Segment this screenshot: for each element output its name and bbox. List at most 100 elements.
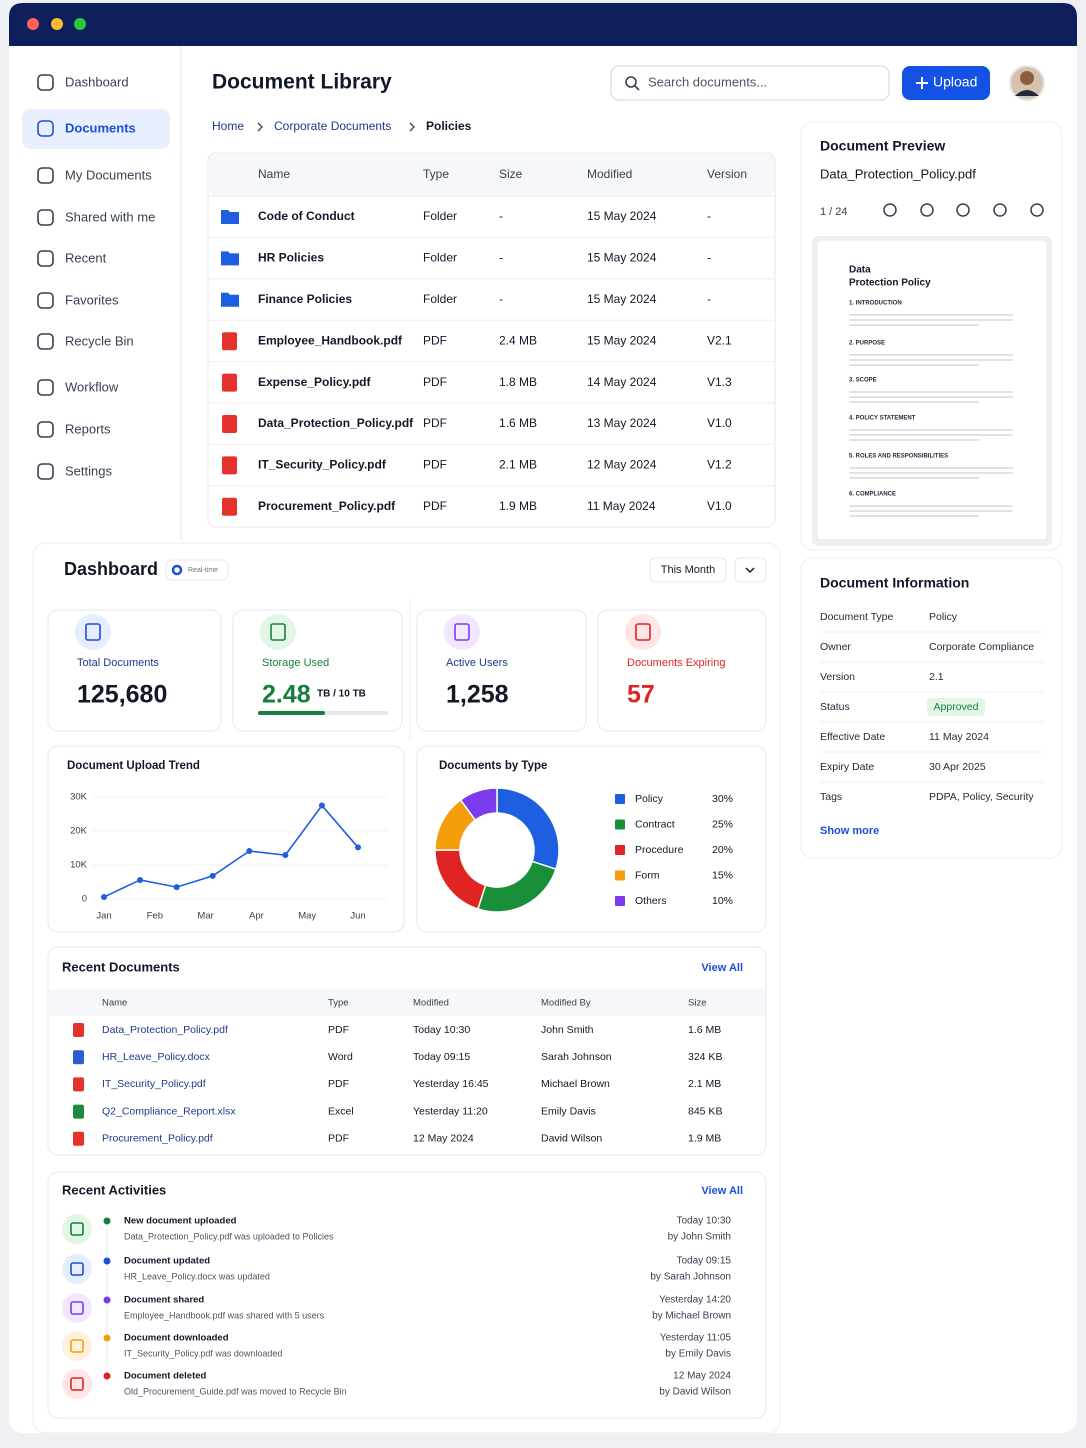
activity-icon xyxy=(70,1301,84,1315)
file-name[interactable]: IT_Security_Policy.pdf xyxy=(102,1078,206,1090)
file-name[interactable]: Q2_Compliance_Report.xlsx xyxy=(102,1105,236,1117)
activity-detail: Old_Procurement_Guide.pdf was moved to R… xyxy=(124,1386,347,1396)
status-pill xyxy=(927,698,985,716)
cell: 15 May 2024 xyxy=(587,209,657,223)
file-name[interactable]: IT_Security_Policy.pdf xyxy=(258,458,387,472)
legend-value: 30% xyxy=(712,793,733,805)
upload-button[interactable] xyxy=(902,66,990,100)
activity-icon-bg xyxy=(62,1293,92,1323)
cell: PDF xyxy=(328,1078,349,1090)
toolbar-icon[interactable] xyxy=(883,203,897,217)
legend-value: 10% xyxy=(712,895,733,907)
breadcrumb-item[interactable]: Corporate Documents xyxy=(274,119,391,133)
breadcrumb-item[interactable]: Home xyxy=(212,119,244,133)
cell: Today 10:30 xyxy=(413,1024,470,1036)
text-line xyxy=(849,401,979,403)
cell: - xyxy=(499,292,503,306)
nav-item[interactable]: Workflow xyxy=(65,379,119,394)
activity-icon xyxy=(70,1262,84,1276)
title-bar xyxy=(9,3,1077,46)
info-value: 2.1 xyxy=(929,671,944,683)
file-name[interactable]: Expense_Policy.pdf xyxy=(258,375,371,389)
file-name[interactable]: Data_Protection_Policy.pdf xyxy=(258,416,414,430)
cell: 2.4 MB xyxy=(499,333,537,347)
view-all-link[interactable]: View All xyxy=(701,1185,743,1197)
legend-label: Procedure xyxy=(635,844,684,856)
card-title: Document Preview xyxy=(820,138,945,154)
file-name[interactable]: Procurement_Policy.pdf xyxy=(102,1133,213,1145)
cell: Yesterday 16:45 xyxy=(413,1078,489,1090)
file-name[interactable]: Data_Protection_Policy.pdf xyxy=(102,1024,228,1036)
cell: Folder xyxy=(423,292,457,306)
text-line xyxy=(849,434,1013,436)
info-value: PDPA, Policy, Security xyxy=(929,791,1034,803)
cell: David Wilson xyxy=(541,1133,602,1145)
activity-detail: Employee_Handbook.pdf was shared with 5 … xyxy=(124,1310,325,1320)
cell: PDF xyxy=(423,458,447,472)
legend-swatch xyxy=(615,870,625,881)
kpi-icon-bg xyxy=(75,614,111,650)
activity-time: Yesterday 11:05 xyxy=(660,1333,732,1344)
toolbar-icon[interactable] xyxy=(993,203,1007,217)
file-name[interactable]: Procurement_Policy.pdf xyxy=(258,499,396,513)
nav-item[interactable]: Recent xyxy=(65,250,107,265)
kpi-icon xyxy=(85,623,101,641)
nav-item[interactable]: Documents xyxy=(65,120,136,135)
cell: 14 May 2024 xyxy=(587,375,657,389)
library-table xyxy=(207,152,776,528)
file-name[interactable]: HR_Leave_Policy.docx xyxy=(102,1051,211,1063)
point xyxy=(101,893,107,900)
kpi-icon-bg xyxy=(260,614,296,650)
cell: PDF xyxy=(423,375,447,389)
legend-label: Form xyxy=(635,869,660,881)
view-all-link[interactable]: View All xyxy=(701,962,743,974)
point xyxy=(355,844,361,851)
period-select[interactable] xyxy=(649,557,727,583)
activity-user: by Michael Brown xyxy=(652,1311,731,1322)
file-name[interactable]: HR Policies xyxy=(258,251,324,265)
window-zoom xyxy=(74,18,86,30)
file-name[interactable]: Employee_Handbook.pdf xyxy=(258,333,403,347)
timeline-dot xyxy=(103,1296,111,1304)
doc-heading: Data xyxy=(849,265,871,276)
kpi-value: 125,680 xyxy=(77,681,167,709)
x-tick-label: Jan xyxy=(96,911,111,922)
cell: 1.8 MB xyxy=(499,375,537,389)
nav-item[interactable]: Favorites xyxy=(65,292,119,307)
file-name[interactable]: Finance Policies xyxy=(258,292,352,306)
toolbar-icon[interactable] xyxy=(920,203,934,217)
kpi-card xyxy=(47,609,222,732)
show-more-link[interactable]: Show more xyxy=(820,825,879,837)
doc-section: 4. POLICY STATEMENT xyxy=(849,416,916,422)
preview-file: Data_Protection_Policy.pdf xyxy=(820,166,976,181)
pdf-icon xyxy=(222,332,237,351)
text-line xyxy=(849,364,979,366)
badge-dot xyxy=(171,564,183,576)
kpi-card xyxy=(416,609,587,732)
toolbar-icon[interactable] xyxy=(956,203,970,217)
kpi-icon-bg xyxy=(444,614,480,650)
cell: 12 May 2024 xyxy=(587,458,657,472)
cell: 15 May 2024 xyxy=(587,251,657,265)
column-header: Size xyxy=(499,167,523,181)
column-header: Name xyxy=(258,167,290,181)
nav-item[interactable]: Recycle Bin xyxy=(65,333,134,348)
nav-item[interactable]: My Documents xyxy=(65,167,152,182)
card-title: Recent Documents xyxy=(62,959,180,974)
legend-swatch xyxy=(615,819,625,830)
file-name[interactable]: Code of Conduct xyxy=(258,209,355,223)
cell: PDF xyxy=(328,1133,349,1145)
info-label: Effective Date xyxy=(820,731,885,743)
nav-item[interactable]: Settings xyxy=(65,463,112,478)
timeline-dot xyxy=(103,1257,111,1265)
toolbar-icon[interactable] xyxy=(1030,203,1044,217)
cell: 12 May 2024 xyxy=(413,1133,474,1145)
nav-item[interactable]: Dashboard xyxy=(65,74,129,89)
text-line xyxy=(849,477,979,479)
period-toggle[interactable] xyxy=(734,557,767,583)
nav-item[interactable]: Shared with me xyxy=(65,209,155,224)
doc-section: 5. ROLES AND RESPONSIBILITIES xyxy=(849,454,948,460)
folder-icon xyxy=(221,251,239,266)
nav-item[interactable]: Reports xyxy=(65,421,111,436)
search-box[interactable] xyxy=(610,65,890,101)
